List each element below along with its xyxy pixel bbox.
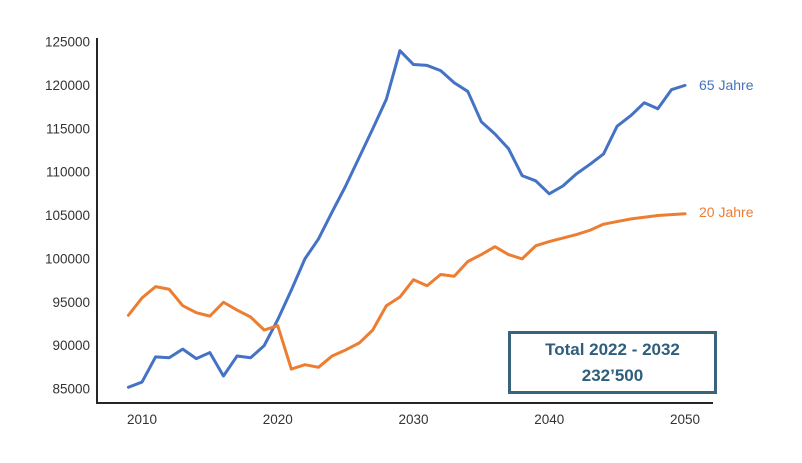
y-tick-label: 120000 — [45, 78, 90, 93]
series-lines — [126, 49, 687, 389]
x-tick-label: 2030 — [398, 412, 428, 427]
total-annotation-box: Total 2022 - 2032 232’500 — [508, 331, 717, 394]
y-tick-label: 110000 — [46, 165, 90, 180]
line-65-jahre — [126, 49, 687, 389]
x-tick-label: 2010 — [127, 412, 157, 427]
y-axis-tick-labels: 125000 120000 115000 110000 105000 100000 9500… — [45, 35, 90, 397]
y-tick-label: 115000 — [46, 121, 90, 136]
line-20-jahre — [126, 212, 687, 371]
x-tick-label: 2050 — [670, 412, 700, 427]
series-label-20-jahre: 20 Jahre — [699, 204, 754, 220]
total-annotation-line1: Total 2022 - 2032 — [545, 340, 680, 359]
y-tick-label: 90000 — [52, 338, 90, 353]
x-tick-label: 2040 — [534, 412, 564, 427]
y-tick-label: 100000 — [45, 251, 90, 266]
y-tick-label: 105000 — [45, 208, 90, 223]
y-tick-label: 85000 — [52, 382, 90, 397]
y-tick-label: 95000 — [52, 295, 90, 310]
total-annotation-line2: 232’500 — [581, 365, 644, 385]
x-tick-label: 2020 — [263, 412, 293, 427]
y-tick-label: 125000 — [45, 35, 90, 50]
x-axis-tick-labels: 2010 2020 2030 2040 2050 — [127, 412, 700, 427]
series-label-65-jahre: 65 Jahre — [699, 77, 754, 93]
